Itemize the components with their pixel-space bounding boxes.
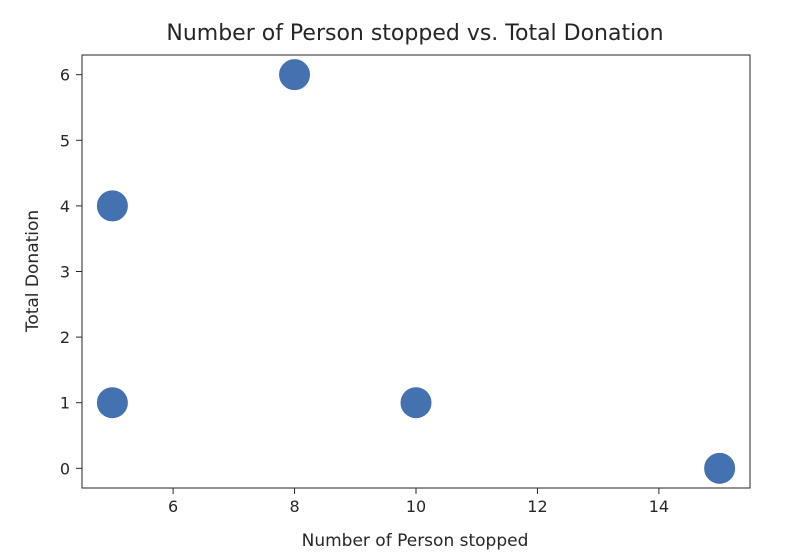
scatter-point (703, 451, 737, 485)
y-tick-label: 5 (60, 131, 70, 150)
data-points (95, 58, 737, 485)
y-tick-label: 1 (60, 394, 70, 413)
chart-title: Number of Person stopped vs. Total Donat… (166, 21, 663, 46)
scatter-point (95, 386, 129, 420)
x-tick-label: 8 (289, 497, 299, 516)
y-tick-label: 4 (60, 197, 70, 216)
y-tick-label: 6 (60, 66, 70, 85)
y-axis-ticks: 0 1 2 3 4 5 6 (60, 66, 82, 478)
scatter-point (278, 58, 312, 92)
y-tick-label: 2 (60, 328, 70, 347)
y-tick-label: 3 (60, 263, 70, 282)
x-tick-label: 6 (168, 497, 178, 516)
plot-area-frame (81, 54, 751, 489)
x-tick-label: 10 (406, 497, 426, 516)
scatter-point (399, 386, 433, 420)
scatter-point (95, 189, 129, 223)
x-axis-label: Number of Person stopped (302, 531, 529, 551)
y-axis-label: Total Donation (23, 210, 43, 333)
x-tick-label: 12 (527, 497, 547, 516)
y-tick-label: 0 (60, 459, 70, 478)
x-axis-ticks: 6 8 10 12 14 (168, 488, 669, 516)
x-tick-label: 14 (649, 497, 669, 516)
